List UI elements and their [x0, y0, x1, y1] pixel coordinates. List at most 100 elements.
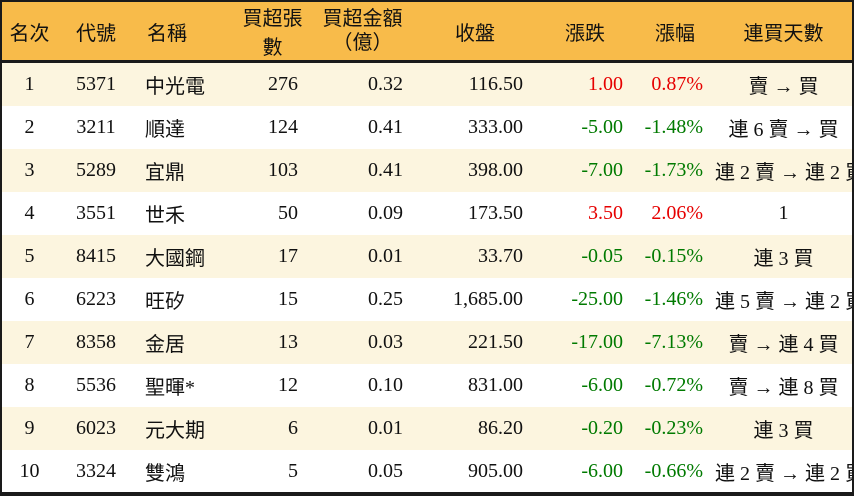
col-header-shares: 買超張數: [235, 2, 310, 63]
cell-streak: 1: [715, 192, 852, 235]
cell-pct: 0.87%: [635, 61, 715, 106]
cell-pct: -0.72%: [635, 364, 715, 407]
cell-pct: -1.46%: [635, 278, 715, 321]
cell-shares: 276: [235, 61, 310, 106]
cell-streak: 連 2 賣 → 連 2 買: [715, 149, 852, 192]
cell-amount: 0.03: [310, 321, 415, 364]
cell-code: 5536: [57, 364, 135, 407]
cell-name: 雙鴻: [135, 450, 235, 492]
cell-code: 8415: [57, 235, 135, 278]
cell-pct: -1.48%: [635, 106, 715, 149]
col-header-code: 代號: [57, 2, 135, 63]
cell-change: -25.00: [535, 278, 635, 321]
col-header-amount-line1: 買超金額: [322, 8, 403, 30]
cell-code: 3551: [57, 192, 135, 235]
cell-close: 831.00: [415, 364, 535, 407]
cell-streak: 賣 → 買: [715, 61, 852, 106]
table-row[interactable]: 4 3551 世禾 50 0.09 173.50 3.50 2.06% 1: [2, 192, 852, 235]
col-header-name: 名稱: [135, 2, 235, 63]
cell-streak: 連 6 賣 → 買: [715, 106, 852, 149]
cell-shares: 50: [235, 192, 310, 235]
cell-change: 1.00: [535, 61, 635, 106]
cell-shares: 103: [235, 149, 310, 192]
table-row[interactable]: 10 3324 雙鴻 5 0.05 905.00 -6.00 -0.66% 連 2 賣 → 連 …: [2, 450, 852, 492]
cell-rank: 10: [2, 450, 57, 492]
cell-amount: 0.41: [310, 106, 415, 149]
cell-streak: 連 5 賣 → 連 2 買: [715, 278, 852, 321]
cell-code: 5371: [57, 61, 135, 106]
cell-amount: 0.01: [310, 235, 415, 278]
cell-streak: 賣 → 連 4 買: [715, 321, 852, 364]
cell-code: 5289: [57, 149, 135, 192]
cell-close: 33.70: [415, 235, 535, 278]
table-body: 1 5371 中光電 276 0.32 116.50 1.00 0.87% 賣 → 買 2 3211…: [2, 61, 852, 492]
cell-name: 世禾: [135, 192, 235, 235]
table-row[interactable]: 6 6223 旺矽 15 0.25 1,685.00 -25.00 -1.46% 連 5 賣 →…: [2, 278, 852, 321]
cell-shares: 6: [235, 407, 310, 450]
cell-shares: 5: [235, 450, 310, 492]
cell-amount: 0.32: [310, 61, 415, 106]
cell-change: 3.50: [535, 192, 635, 235]
cell-streak: 連 3 買: [715, 407, 852, 450]
col-header-close: 收盤: [415, 2, 535, 63]
header-row: 名次 代號 名稱 買超張數 買超金額 （億） 收盤 漲跌 漲幅 連買天數: [2, 2, 852, 63]
cell-code: 8358: [57, 321, 135, 364]
col-header-pct: 漲幅: [635, 2, 715, 63]
cell-streak: 連 2 賣 → 連 2 買: [715, 450, 852, 492]
cell-shares: 17: [235, 235, 310, 278]
cell-close: 398.00: [415, 149, 535, 192]
cell-code: 3324: [57, 450, 135, 492]
cell-pct: -0.66%: [635, 450, 715, 492]
cell-pct: -1.73%: [635, 149, 715, 192]
cell-code: 3211: [57, 106, 135, 149]
table-row[interactable]: 2 3211 順達 124 0.41 333.00 -5.00 -1.48% 連 6 賣 → 買: [2, 106, 852, 149]
cell-pct: -0.23%: [635, 407, 715, 450]
cell-close: 116.50: [415, 61, 535, 106]
cell-close: 905.00: [415, 450, 535, 492]
cell-change: -6.00: [535, 364, 635, 407]
col-header-amount: 買超金額 （億）: [310, 2, 415, 63]
table-row[interactable]: 7 8358 金居 13 0.03 221.50 -17.00 -7.13% 賣 → 連 4 買: [2, 321, 852, 364]
table-row[interactable]: 8 5536 聖暉* 12 0.10 831.00 -6.00 -0.72% 賣 → 連 8 買: [2, 364, 852, 407]
cell-change: -17.00: [535, 321, 635, 364]
cell-rank: 1: [2, 61, 57, 106]
col-header-change: 漲跌: [535, 2, 635, 63]
cell-rank: 8: [2, 364, 57, 407]
cell-name: 大國鋼: [135, 235, 235, 278]
cell-change: -0.05: [535, 235, 635, 278]
cell-close: 333.00: [415, 106, 535, 149]
table-row[interactable]: 3 5289 宜鼎 103 0.41 398.00 -7.00 -1.73% 連 2 賣 → 連…: [2, 149, 852, 192]
cell-close: 1,685.00: [415, 278, 535, 321]
col-header-rank: 名次: [2, 2, 57, 63]
cell-rank: 3: [2, 149, 57, 192]
cell-change: -7.00: [535, 149, 635, 192]
table-row[interactable]: 9 6023 元大期 6 0.01 86.20 -0.20 -0.23% 連 3 買: [2, 407, 852, 450]
cell-amount: 0.41: [310, 149, 415, 192]
cell-name: 金居: [135, 321, 235, 364]
cell-rank: 9: [2, 407, 57, 450]
table-row[interactable]: 1 5371 中光電 276 0.32 116.50 1.00 0.87% 賣 → 買: [2, 61, 852, 106]
cell-change: -0.20: [535, 407, 635, 450]
cell-close: 221.50: [415, 321, 535, 364]
cell-streak: 連 3 買: [715, 235, 852, 278]
table-row[interactable]: 5 8415 大國鋼 17 0.01 33.70 -0.05 -0.15% 連 3 買: [2, 235, 852, 278]
cell-rank: 2: [2, 106, 57, 149]
cell-code: 6023: [57, 407, 135, 450]
cell-streak: 賣 → 連 8 買: [715, 364, 852, 407]
cell-rank: 7: [2, 321, 57, 364]
cell-rank: 5: [2, 235, 57, 278]
cell-change: -6.00: [535, 450, 635, 492]
cell-amount: 0.10: [310, 364, 415, 407]
cell-pct: 2.06%: [635, 192, 715, 235]
cell-pct: -0.15%: [635, 235, 715, 278]
cell-pct: -7.13%: [635, 321, 715, 364]
cell-name: 順達: [135, 106, 235, 149]
table-header: 名次 代號 名稱 買超張數 買超金額 （億） 收盤 漲跌 漲幅 連買天數: [2, 2, 852, 63]
cell-close: 173.50: [415, 192, 535, 235]
cell-shares: 13: [235, 321, 310, 364]
cell-shares: 12: [235, 364, 310, 407]
col-header-amount-line2: （億）: [332, 32, 393, 54]
cell-code: 6223: [57, 278, 135, 321]
